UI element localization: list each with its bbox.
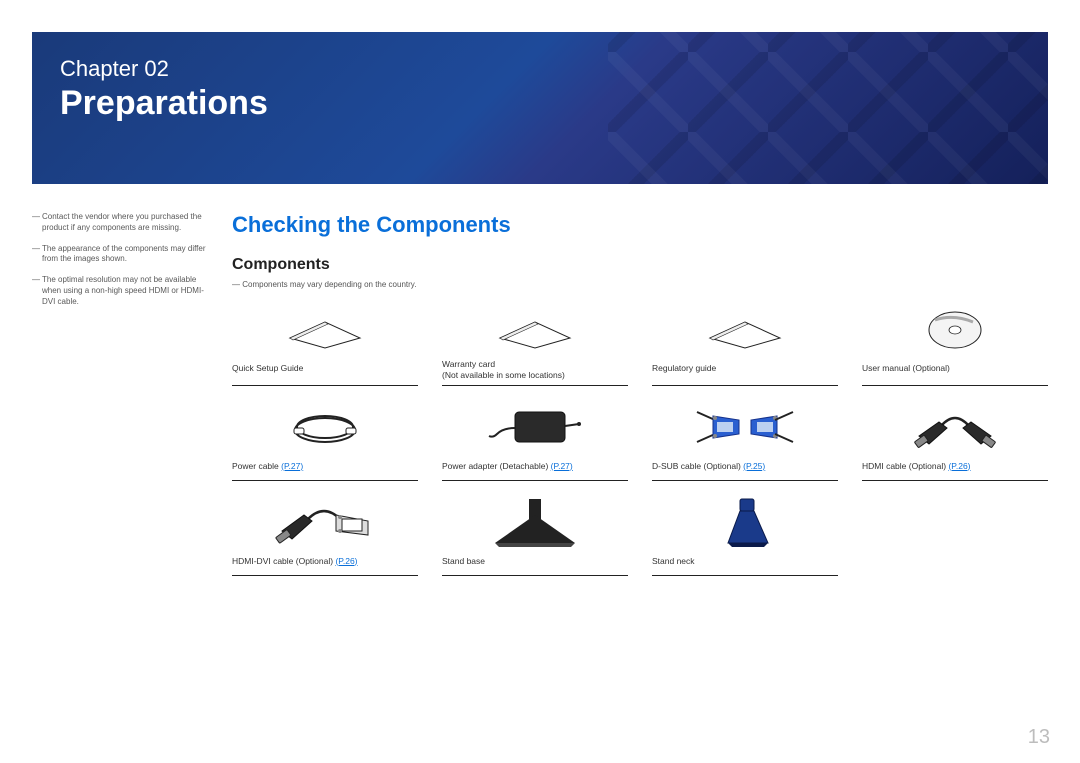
chapter-title: Preparations [60,84,1020,123]
component-cell: HDMI-DVI cable (Optional) (P.26) [232,489,418,576]
stand-neck-icon [652,493,838,551]
power-adapter-icon [442,398,628,456]
component-cell: D-SUB cable (Optional) (P.25) [652,394,838,481]
sidebar-note: Contact the vendor where you purchased t… [32,212,212,234]
warranty-card-icon [442,301,628,359]
page-number: 13 [1028,726,1050,749]
component-label: HDMI-DVI cable (Optional) [232,556,335,566]
component-label: Regulatory guide [652,363,838,374]
component-cell: HDMI cable (Optional) (P.26) [862,394,1048,481]
chapter-label: Chapter 02 [60,56,1020,82]
hdmi-dvi-cable-icon [232,493,418,551]
component-cell: Quick Setup Guide [232,297,418,386]
component-cell: Power cable (P.27) [232,394,418,481]
disc-icon [862,301,1048,359]
regulatory-guide-icon [652,301,838,359]
component-label: User manual (Optional) [862,363,1048,374]
page-link[interactable]: (P.27) [551,461,573,471]
stand-base-icon [442,493,628,551]
component-cell: Regulatory guide [652,297,838,386]
page-link[interactable]: (P.26) [335,556,357,566]
sidebar-note: The appearance of the components may dif… [32,244,212,266]
component-label: Power cable [232,461,281,471]
component-cell: Stand neck [652,489,838,576]
component-cell-empty [862,489,1048,576]
component-cell: Stand base [442,489,628,576]
component-cell: Warranty card (Not available in some loc… [442,297,628,386]
component-label: Quick Setup Guide [232,363,418,374]
main-content: Checking the Components Components Compo… [224,212,1048,576]
page-link[interactable]: (P.26) [948,461,970,471]
subsection-note: Components may vary depending on the cou… [232,280,1048,289]
page-link[interactable]: (P.27) [281,461,303,471]
dsub-cable-icon [652,398,838,456]
component-cell: Power adapter (Detachable) (P.27) [442,394,628,481]
power-cable-icon [232,398,418,456]
component-label: Warranty card [442,359,628,370]
page-link[interactable]: (P.25) [743,461,765,471]
component-label: HDMI cable (Optional) [862,461,948,471]
component-label: D-SUB cable (Optional) [652,461,743,471]
quick-setup-guide-icon [232,301,418,359]
component-label: Power adapter (Detachable) [442,461,551,471]
components-grid: Quick Setup Guide Warranty card (Not ava… [232,297,1048,576]
sidebar-note: The optimal resolution may not be availa… [32,275,212,307]
component-label-line2: (Not available in some locations) [442,370,628,381]
subsection-title: Components [232,256,1048,274]
chapter-banner: Chapter 02 Preparations [32,32,1048,184]
component-label: Stand base [442,556,628,567]
sidebar-notes: Contact the vendor where you purchased t… [32,212,224,576]
component-cell: User manual (Optional) [862,297,1048,386]
hdmi-cable-icon [862,398,1048,456]
section-title: Checking the Components [232,212,1048,238]
component-label: Stand neck [652,556,838,567]
